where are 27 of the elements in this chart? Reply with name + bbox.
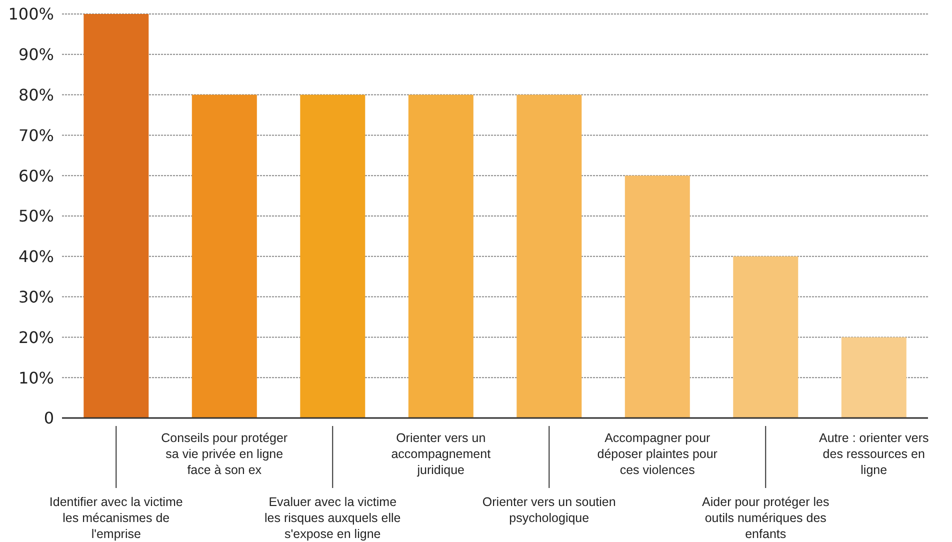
x-tick-label: Identifier avec la victime les mécanismes de l'emprise [49, 495, 183, 541]
x-tick-label: Orienter vers un accompagnement juridique [391, 431, 492, 477]
x-tick-label: Evaluer avec la victime les risques auxquels elle s'expose en ligne [264, 495, 401, 541]
bar [408, 94, 474, 418]
y-tick-label: 30% [18, 287, 54, 306]
bar [624, 176, 690, 418]
y-tick-label: 70% [18, 126, 54, 145]
bar [516, 94, 582, 418]
y-tick-label: 20% [18, 328, 54, 347]
x-tick-label: Autre : orienter vers des ressources en ligne [818, 431, 929, 477]
y-tick-label: 60% [18, 166, 54, 186]
x-tick-label: Aider pour protéger les outils numériques des enfants [702, 495, 830, 541]
y-tick-label: 40% [18, 247, 54, 266]
bar [841, 337, 906, 418]
x-tick-label: Accompagner pour déposer plaintes pour ces violences [597, 431, 718, 477]
bar [733, 256, 798, 418]
bar [192, 94, 257, 418]
bar [300, 94, 366, 418]
y-tick-label: 90% [18, 45, 54, 64]
y-tick-label: 0 [44, 408, 54, 428]
y-tick-label: 10% [18, 368, 54, 388]
y-tick-label: 50% [18, 206, 54, 226]
bar [84, 14, 149, 418]
y-tick-label: 80% [18, 85, 54, 104]
x-tick-label: Conseils pour protéger sa vie privée en ligne face à son ex [161, 431, 288, 477]
y-tick-label: 100% [8, 4, 54, 24]
x-tick-label: Orienter vers un soutien psychologique [482, 495, 616, 525]
